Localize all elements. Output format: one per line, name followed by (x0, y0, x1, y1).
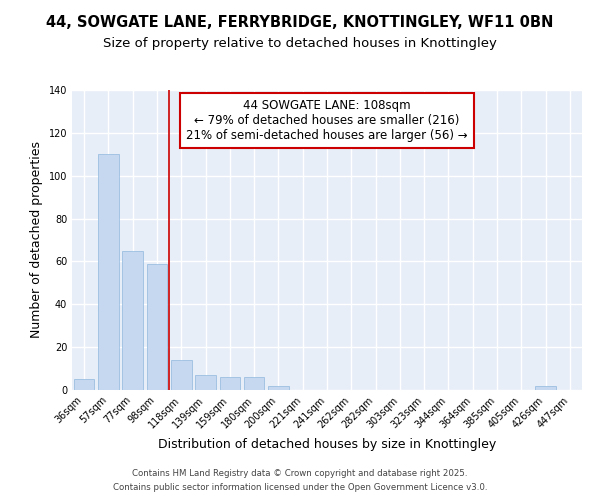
Y-axis label: Number of detached properties: Number of detached properties (30, 142, 43, 338)
Bar (195, 375, 216, 390)
Bar (535, 386, 556, 390)
Bar (74, 380, 94, 390)
Text: 44, SOWGATE LANE, FERRYBRIDGE, KNOTTINGLEY, WF11 0BN: 44, SOWGATE LANE, FERRYBRIDGE, KNOTTINGL… (46, 15, 554, 30)
Bar (171, 360, 191, 390)
Bar (146, 264, 167, 390)
Text: Contains public sector information licensed under the Open Government Licence v3: Contains public sector information licen… (113, 484, 487, 492)
Bar (244, 377, 265, 390)
Text: Contains HM Land Registry data © Crown copyright and database right 2025.: Contains HM Land Registry data © Crown c… (132, 468, 468, 477)
Bar (268, 386, 289, 390)
Bar (122, 250, 143, 390)
Bar (220, 377, 240, 390)
Bar (98, 154, 119, 390)
X-axis label: Distribution of detached houses by size in Knottingley: Distribution of detached houses by size … (158, 438, 496, 451)
Text: 44 SOWGATE LANE: 108sqm
← 79% of detached houses are smaller (216)
21% of semi-d: 44 SOWGATE LANE: 108sqm ← 79% of detache… (186, 99, 468, 142)
Text: Size of property relative to detached houses in Knottingley: Size of property relative to detached ho… (103, 38, 497, 51)
